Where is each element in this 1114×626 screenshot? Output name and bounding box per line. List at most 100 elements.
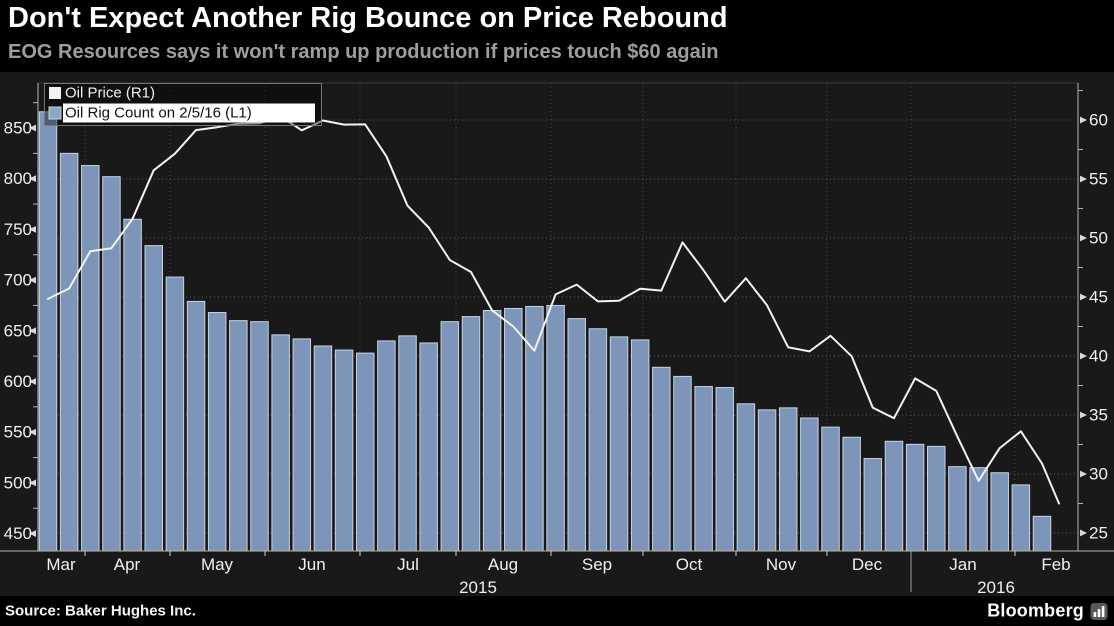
- rig-count-bar: [673, 375, 692, 552]
- left-axis-label: 850: [4, 119, 32, 138]
- month-label: Dec: [852, 555, 883, 574]
- month-label: Jun: [298, 555, 325, 574]
- legend-item[interactable]: Oil Rig Count on 2/5/16 (L1): [48, 103, 315, 123]
- rig-count-bar: [1011, 484, 1031, 552]
- left-axis-label: 500: [4, 473, 32, 492]
- rig-count-bar: [292, 338, 312, 552]
- rig-count-bar: [546, 304, 565, 552]
- left-axis-label: 650: [4, 321, 32, 340]
- rig-count-bar: [313, 345, 333, 552]
- right-axis-label: 45: [1089, 288, 1108, 307]
- rig-count-bar: [377, 340, 396, 552]
- left-axis-label: 600: [4, 372, 32, 391]
- rig-count-bar: [588, 328, 608, 552]
- legend-label: Oil Price (R1): [65, 85, 155, 102]
- rig-count-bar: [81, 165, 100, 552]
- rig-count-bar: [884, 440, 904, 552]
- rig-count-bar: [440, 321, 460, 552]
- month-label: Oct: [676, 555, 703, 574]
- bloomberg-chart-icon: [1090, 602, 1108, 620]
- left-axis-tick: [29, 428, 36, 436]
- rig-count-bar: [38, 111, 58, 552]
- rig-count-bar: [102, 176, 121, 552]
- left-axis-tick: [29, 175, 36, 183]
- rig-count-bar: [990, 472, 1009, 552]
- x-axis: Mar Apr May Jun Jul Aug Sep Oct Nov Dec Jan Feb 2015…: [46, 551, 1071, 597]
- rig-count-bar: [778, 407, 798, 552]
- rig-count-bar: [271, 334, 290, 552]
- right-axis: 25 30 35 40 45 50 55 60: [1078, 90, 1108, 542]
- rig-count-bar: [715, 387, 735, 552]
- rig-count-bar: [398, 335, 417, 552]
- rig-count-bar: [1032, 515, 1052, 552]
- bloomberg-brand: Bloomberg: [987, 601, 1108, 622]
- right-axis-tick: [1080, 293, 1087, 301]
- header: Don't Expect Another Rig Bounce on Price…: [0, 0, 1114, 72]
- rig-count-bar: [800, 417, 819, 552]
- right-axis-label: 35: [1089, 405, 1108, 424]
- right-axis-tick: [1080, 470, 1087, 478]
- right-axis-label: 40: [1089, 346, 1108, 365]
- rig-count-bar: [821, 426, 840, 552]
- source-credit: Source: Baker Hughes Inc.: [5, 602, 196, 620]
- legend-swatch: [49, 87, 61, 99]
- chart-area: 450 500 550 600 650 700 750 800 850 25 30 35 40 45 50 5…: [0, 72, 1114, 597]
- rig-count-bar: [609, 336, 629, 552]
- rig-count-bar: [736, 403, 756, 552]
- legend: Oil Price (R1) Oil Rig Count on 2/5/16 (L…: [44, 83, 322, 126]
- right-axis-tick: [1080, 529, 1087, 537]
- rig-count-bar: [757, 409, 777, 552]
- left-axis-label: 550: [4, 423, 32, 442]
- left-axis-tick: [29, 530, 36, 537]
- left-axis-label: 450: [4, 524, 32, 543]
- bloomberg-wordmark: Bloomberg: [987, 600, 1084, 621]
- right-axis-tick: [1080, 234, 1087, 242]
- rig-count-bar: [927, 445, 946, 552]
- rig-count-bar: [863, 458, 883, 552]
- rig-count-bar: [355, 352, 375, 552]
- right-axis-label: 60: [1089, 111, 1108, 130]
- rig-count-bar: [905, 443, 925, 552]
- right-axis-label: 30: [1089, 464, 1108, 483]
- rig-count-bar: [229, 320, 248, 552]
- rig-count-bar: [842, 436, 861, 552]
- year-label: 2015: [459, 578, 497, 596]
- oil-price-line: [47, 115, 1060, 505]
- rig-count-bar: [630, 339, 650, 552]
- rig-count-bar: [59, 152, 79, 552]
- month-label: Sep: [582, 555, 612, 574]
- rig-count-bar: [461, 316, 481, 552]
- rig-count-bar: [948, 466, 967, 552]
- month-label: Jan: [949, 555, 976, 574]
- right-axis-label: 25: [1089, 523, 1108, 542]
- rig-count-bar: [123, 218, 142, 552]
- month-label: Feb: [1041, 555, 1070, 574]
- right-axis-tick: [1080, 411, 1087, 419]
- month-label: Apr: [114, 555, 141, 574]
- combo-chart: 450 500 550 600 650 700 750 800 850 25 30 35 40 45 50 5…: [0, 82, 1114, 597]
- right-axis-tick: [1080, 116, 1087, 124]
- rig-count-bar: [165, 276, 185, 552]
- left-axis-tick: [29, 226, 36, 233]
- legend-highlight: [63, 103, 315, 123]
- year-label: 2016: [977, 578, 1015, 596]
- rig-count-bar: [250, 321, 269, 552]
- rig-count-bar: [567, 318, 586, 552]
- rig-count-bars: [38, 111, 1052, 552]
- left-axis-tick: [29, 327, 36, 335]
- footer: Source: Baker Hughes Inc. Bloomberg: [0, 596, 1114, 626]
- rig-count-bar: [334, 349, 354, 552]
- chart-subtitle: EOG Resources says it won't ramp up prod…: [8, 41, 719, 63]
- rig-count-bar: [419, 342, 438, 552]
- left-axis-tick: [29, 124, 36, 132]
- rig-count-bar: [186, 300, 206, 552]
- left-axis: 450 500 550 600 650 700 750 800 850: [4, 102, 38, 543]
- left-axis-tick: [29, 378, 36, 385]
- left-axis-label: 700: [4, 271, 32, 290]
- rig-count-bar: [504, 307, 523, 552]
- legend-item[interactable]: Oil Price (R1): [49, 85, 155, 102]
- rig-count-bar: [144, 245, 163, 552]
- month-label: Jul: [397, 555, 419, 574]
- month-label: Aug: [488, 555, 518, 574]
